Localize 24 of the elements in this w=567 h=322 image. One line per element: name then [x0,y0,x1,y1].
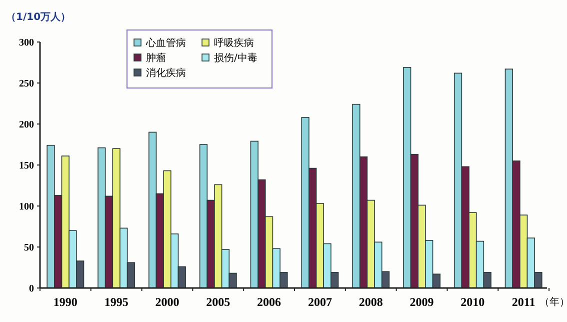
y-tick-label: 50 [24,242,34,254]
legend-label: 消化疾病 [146,67,186,79]
x-tick-label: 1990 [53,295,78,309]
y-tick-label: 250 [19,78,34,90]
x-tick-label: 2008 [358,295,383,309]
x-tick-label: 2010 [460,295,485,309]
x-tick-label: 2000 [155,295,180,309]
legend-label: 呼吸疾病 [214,37,254,49]
x-tick-label: 2006 [257,295,282,309]
legend-label: 肿瘤 [146,52,166,64]
y-axis-title: （1/10万人） [6,11,71,23]
y-tick-label: 0 [29,284,34,294]
y-tick-label: 300 [19,38,34,48]
x-axis-title: （年） [540,296,567,308]
legend-label: 心血管病 [145,37,186,49]
x-tick-label: 2009 [410,295,434,309]
x-tick-label: 2007 [308,295,332,309]
y-tick-label: 200 [19,120,34,130]
legend-label: 损伤/中毒 [214,52,258,64]
x-tick-label: 2005 [206,295,230,309]
x-tick-label: 2011 [512,295,536,309]
y-tick-label: 100 [19,202,34,212]
y-tick-label: 150 [19,160,34,172]
x-tick-label: 1995 [104,295,128,309]
